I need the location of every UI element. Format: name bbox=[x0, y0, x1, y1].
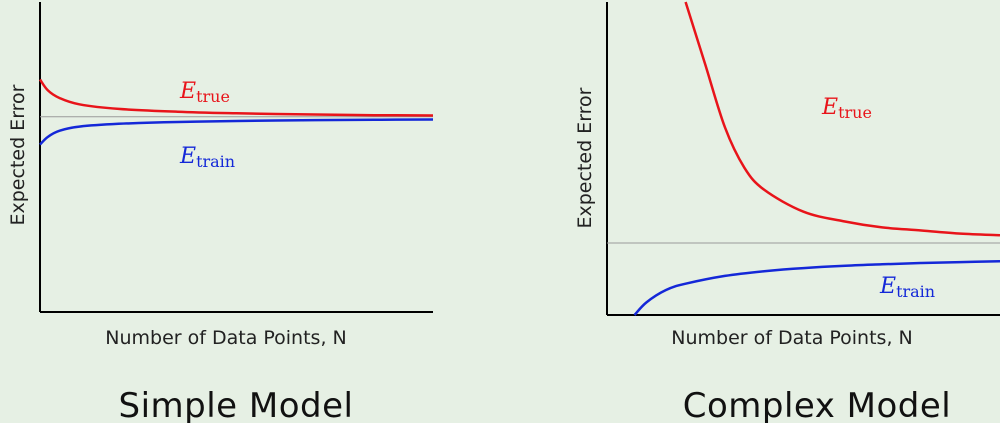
e-train-label: Etrain bbox=[879, 274, 935, 301]
y-axis-label: Expected Error bbox=[574, 87, 596, 228]
e-true-label: Etrue bbox=[821, 95, 872, 122]
chart-title: Complex Model bbox=[683, 386, 952, 423]
e-true-curve bbox=[38, 78, 434, 117]
x-axis-label: Number of Data Points, N bbox=[671, 327, 913, 349]
e-train-curve bbox=[39, 118, 434, 146]
x-axis-label: Number of Data Points, N bbox=[105, 327, 347, 349]
e-train-label: Etrain bbox=[179, 144, 235, 171]
e-train-curve bbox=[633, 259, 1000, 316]
chart-title: Simple Model bbox=[119, 386, 354, 423]
y-axis-label: Expected Error bbox=[7, 84, 29, 225]
e-true-label: Etrue bbox=[179, 79, 230, 106]
e-true-curve bbox=[684, 1, 1000, 237]
simple-model-chart: Etrue Etrain Expected Error Number of Da… bbox=[7, 2, 434, 423]
complex-model-chart: Etrue Etrain Expected Error Number of Da… bbox=[574, 1, 1000, 423]
